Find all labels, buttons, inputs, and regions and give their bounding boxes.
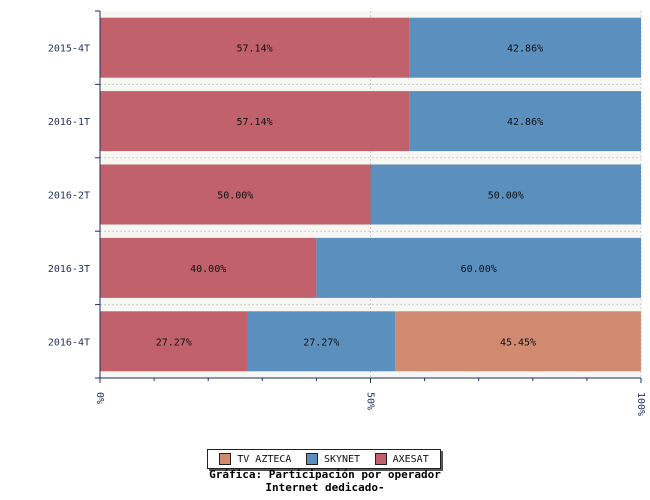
data-label: 60.00% — [461, 264, 497, 275]
bar-segment — [409, 17, 641, 78]
data-label: 42.86% — [507, 44, 543, 55]
data-label: 42.86% — [507, 117, 543, 128]
bar-segment — [370, 164, 641, 225]
y-tick-label: 2016-4T — [48, 337, 90, 348]
bar-segment — [100, 237, 317, 298]
data-label: 27.27% — [303, 337, 339, 348]
bar-segment — [100, 164, 371, 225]
legend-label: AXESAT — [392, 453, 429, 465]
legend-swatch — [374, 453, 387, 465]
caption-line-1: Gráfica: Participación por operador — [209, 468, 441, 481]
bar-segment — [395, 311, 641, 372]
x-tick-label: 100% — [635, 392, 646, 416]
data-label: 40.00% — [190, 264, 226, 275]
legend-swatch — [305, 453, 318, 465]
x-tick-label: 0% — [94, 392, 105, 404]
data-label: 50.00% — [488, 191, 524, 202]
legend-swatch — [219, 453, 232, 465]
data-label: 57.14% — [237, 117, 273, 128]
bar-segment — [100, 311, 248, 372]
bar-segment — [409, 91, 641, 152]
y-tick-label: 2016-2T — [48, 191, 90, 202]
legend-label: TV AZTECA — [237, 453, 292, 465]
data-label: 27.27% — [156, 337, 192, 348]
bar-segment — [247, 311, 396, 372]
bar-segment — [100, 91, 410, 152]
chart-caption: Gráfica: Participación por operador Inte… — [0, 468, 650, 494]
legend-item: TV AZTECA — [219, 453, 291, 465]
chart-legend: TV AZTECA SKYNET AXESAT — [207, 449, 441, 469]
y-tick-label: 2016-1T — [48, 117, 90, 128]
y-tick-label: 2015-4T — [48, 44, 90, 55]
data-label: 50.00% — [217, 191, 253, 202]
caption-line-2: Internet dedicado- — [265, 481, 385, 494]
legend-label: SKYNET — [323, 453, 361, 465]
legend-item: AXESAT — [374, 453, 429, 465]
x-tick-label: 50% — [365, 392, 376, 410]
y-tick-label: 2016-3T — [48, 264, 90, 275]
bar-segment — [316, 237, 641, 298]
legend-item: SKYNET — [305, 453, 361, 465]
bar-segment — [100, 17, 410, 78]
data-label: 45.45% — [500, 337, 536, 348]
data-label: 57.14% — [237, 44, 273, 55]
